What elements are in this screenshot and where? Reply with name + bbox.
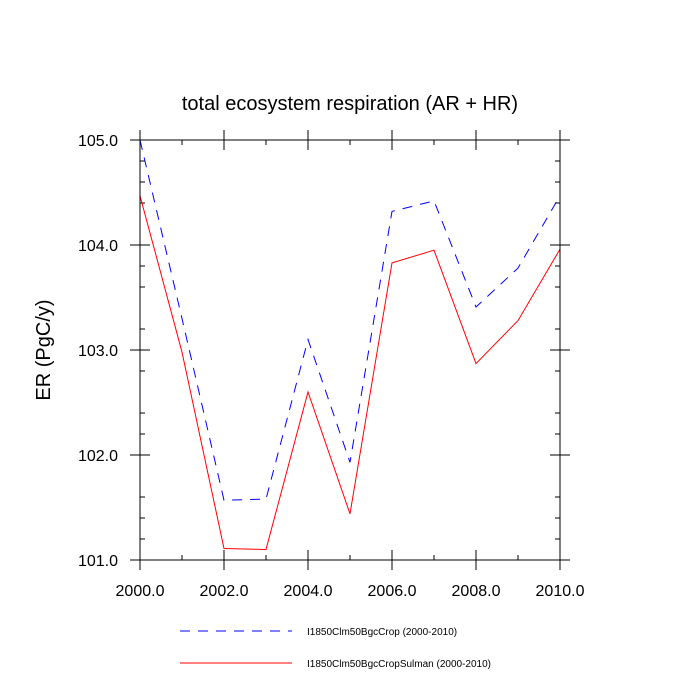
x-tick-label: 2000.0 xyxy=(116,583,165,600)
series-lines xyxy=(139,139,561,551)
major-ticks xyxy=(130,130,570,570)
y-tick-label: 104.0 xyxy=(78,238,118,255)
x-tick-label: 2010.0 xyxy=(536,583,585,600)
y-tick-label: 101.0 xyxy=(78,553,118,570)
y-tick-label: 105.0 xyxy=(78,133,118,150)
y-axis-label: ER (PgC/y) xyxy=(33,299,55,400)
legend: I1850Clm50BgcCrop (2000-2010) I1850Clm50B… xyxy=(180,627,491,670)
x-tick-label: 2008.0 xyxy=(452,583,501,600)
chart-title: total ecosystem respiration (AR + HR) xyxy=(182,93,518,115)
legend-label-1: I1850Clm50BgcCrop (2000-2010) xyxy=(307,627,457,638)
minor-ticks xyxy=(140,140,560,560)
series-line-1 xyxy=(139,139,561,501)
series-line-2 xyxy=(139,195,561,551)
x-tick-label: 2002.0 xyxy=(200,583,249,600)
plot-frame xyxy=(139,139,561,561)
x-tick-label: 2004.0 xyxy=(284,583,333,600)
x-tick-label: 2006.0 xyxy=(368,583,417,600)
legend-label-2: I1850Clm50BgcCropSulman (2000-2010) xyxy=(307,659,491,670)
y-tick-label: 103.0 xyxy=(78,343,118,360)
y-tick-label: 102.0 xyxy=(78,448,118,465)
tick-labels: 101.0 102.0 103.0 104.0 105.0 2000.0 2002.0 200… xyxy=(78,133,585,600)
